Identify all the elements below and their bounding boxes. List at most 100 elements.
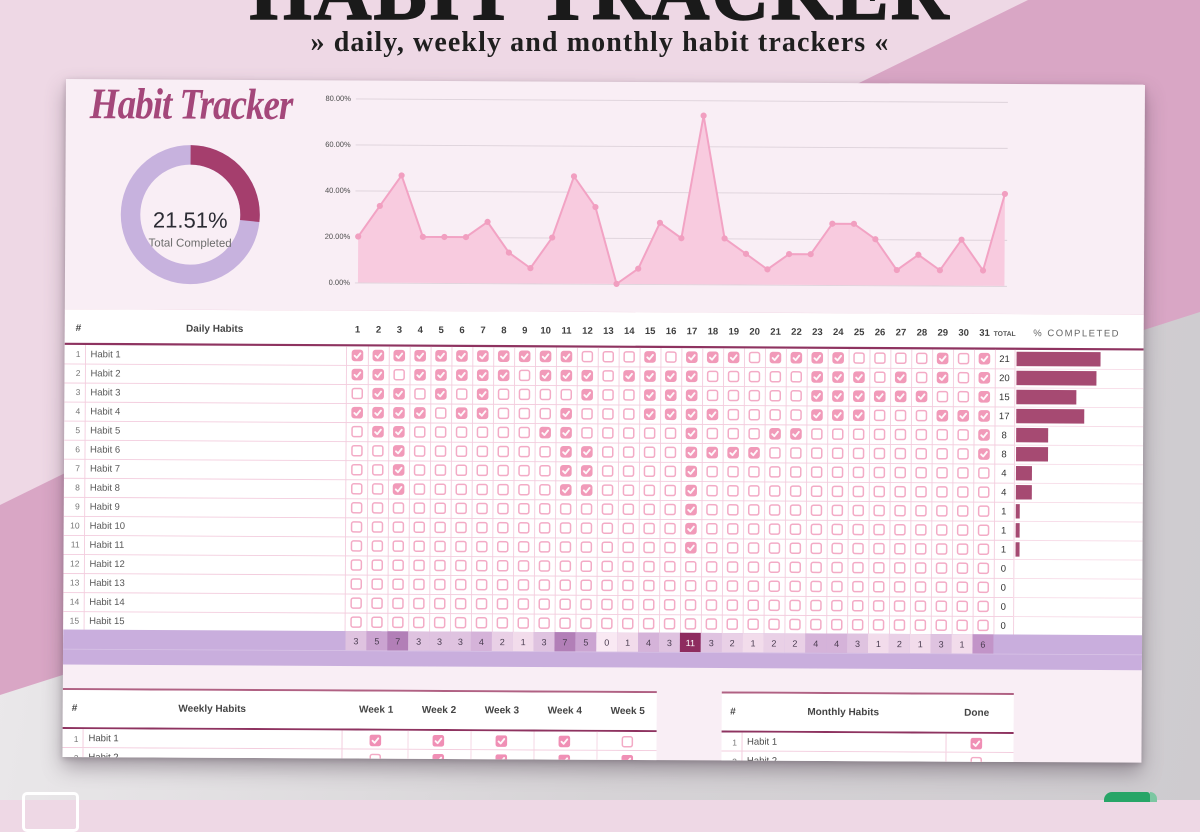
- svg-text:21.51%: 21.51%: [153, 207, 228, 232]
- svg-text:20: 20: [749, 327, 760, 338]
- svg-text:0: 0: [1001, 602, 1006, 613]
- svg-text:4: 4: [418, 325, 424, 336]
- svg-text:0: 0: [604, 638, 609, 648]
- svg-text:Habit 8: Habit 8: [90, 483, 120, 494]
- svg-text:Habit 13: Habit 13: [89, 578, 124, 589]
- svg-text:4: 4: [646, 638, 651, 648]
- svg-text:17: 17: [999, 411, 1010, 422]
- svg-text:Habit 7: Habit 7: [90, 464, 120, 475]
- svg-text:Habit 12: Habit 12: [89, 559, 124, 570]
- svg-text:1: 1: [960, 639, 965, 649]
- svg-text:Habit 4: Habit 4: [90, 406, 120, 417]
- svg-text:3: 3: [353, 636, 358, 646]
- svg-text:1: 1: [1001, 526, 1006, 537]
- svg-text:10: 10: [70, 520, 80, 530]
- svg-text:30: 30: [958, 328, 969, 339]
- svg-text:21: 21: [770, 327, 781, 338]
- svg-text:2: 2: [792, 639, 797, 649]
- svg-text:Habit 10: Habit 10: [90, 521, 125, 532]
- svg-text:3: 3: [667, 638, 672, 648]
- svg-text:5: 5: [374, 636, 379, 646]
- svg-text:9: 9: [75, 501, 80, 511]
- svg-text:21: 21: [999, 354, 1010, 365]
- svg-text:Habit 5: Habit 5: [90, 425, 120, 436]
- svg-text:40.00%: 40.00%: [325, 186, 351, 195]
- svg-text:Habit 2: Habit 2: [90, 368, 120, 379]
- svg-text:16: 16: [666, 326, 677, 337]
- svg-text:Habit 14: Habit 14: [89, 597, 124, 608]
- svg-text:3: 3: [437, 637, 442, 647]
- svg-text:Habit 1: Habit 1: [91, 349, 121, 360]
- svg-text:Habit 15: Habit 15: [89, 616, 124, 627]
- svg-text:11: 11: [71, 539, 80, 549]
- svg-text:5: 5: [75, 425, 80, 435]
- svg-text:1: 1: [625, 638, 630, 648]
- svg-text:2: 2: [500, 637, 505, 647]
- svg-text:0: 0: [1001, 564, 1006, 575]
- svg-text:Daily Habits: Daily Habits: [186, 324, 244, 335]
- svg-text:3: 3: [855, 639, 860, 649]
- svg-text:2: 2: [897, 639, 902, 649]
- svg-text:2: 2: [76, 368, 81, 378]
- svg-text:1: 1: [918, 639, 923, 649]
- svg-text:22: 22: [791, 327, 802, 338]
- svg-text:28: 28: [917, 327, 928, 338]
- svg-text:6: 6: [459, 325, 464, 336]
- svg-text:Total Completed: Total Completed: [149, 237, 232, 249]
- svg-text:% COMPLETED: % COMPLETED: [1033, 328, 1120, 339]
- svg-text:3: 3: [458, 637, 463, 647]
- svg-text:0: 0: [1000, 621, 1005, 632]
- svg-text:1: 1: [76, 349, 81, 359]
- svg-text:4: 4: [1001, 468, 1006, 479]
- svg-text:1: 1: [751, 638, 756, 648]
- svg-text:15: 15: [645, 326, 656, 337]
- svg-text:#: #: [76, 323, 82, 334]
- svg-text:18: 18: [708, 326, 719, 337]
- svg-text:3: 3: [416, 637, 421, 647]
- svg-text:25: 25: [854, 327, 865, 338]
- svg-text:60.00%: 60.00%: [325, 140, 351, 149]
- svg-text:3: 3: [397, 325, 402, 336]
- svg-text:29: 29: [937, 328, 948, 339]
- svg-text:7: 7: [75, 463, 80, 473]
- svg-text:7: 7: [395, 637, 400, 647]
- svg-text:3: 3: [76, 387, 81, 397]
- svg-text:13: 13: [603, 326, 614, 337]
- svg-text:14: 14: [70, 597, 80, 607]
- svg-text:6: 6: [980, 640, 985, 650]
- svg-text:31: 31: [979, 328, 990, 339]
- svg-text:1: 1: [1001, 545, 1006, 556]
- svg-text:12: 12: [70, 559, 80, 569]
- svg-text:0.00%: 0.00%: [329, 278, 351, 287]
- svg-text:8: 8: [1001, 449, 1006, 460]
- svg-text:4: 4: [813, 639, 818, 649]
- svg-text:0: 0: [1001, 583, 1006, 594]
- svg-text:15: 15: [999, 392, 1010, 403]
- svg-text:4: 4: [479, 637, 484, 647]
- svg-text:11: 11: [686, 638, 695, 648]
- svg-text:15: 15: [70, 616, 80, 626]
- svg-text:4: 4: [76, 406, 81, 416]
- svg-text:2: 2: [730, 638, 735, 648]
- svg-text:5: 5: [583, 638, 588, 648]
- svg-text:20: 20: [999, 373, 1010, 384]
- svg-text:2: 2: [771, 639, 776, 649]
- svg-text:Habit 11: Habit 11: [90, 540, 125, 551]
- svg-text:7: 7: [480, 325, 485, 336]
- svg-text:3: 3: [939, 639, 944, 649]
- svg-text:13: 13: [70, 578, 80, 588]
- svg-text:8: 8: [501, 325, 506, 336]
- svg-text:1: 1: [876, 639, 881, 649]
- svg-text:4: 4: [834, 639, 839, 649]
- svg-text:14: 14: [624, 326, 635, 337]
- svg-text:11: 11: [562, 326, 573, 337]
- svg-text:6: 6: [75, 444, 80, 454]
- svg-text:Habit 6: Habit 6: [90, 445, 120, 456]
- svg-text:80.00%: 80.00%: [325, 94, 351, 103]
- svg-text:17: 17: [687, 326, 698, 337]
- svg-text:4: 4: [1001, 487, 1006, 498]
- svg-text:12: 12: [582, 326, 593, 337]
- svg-text:1: 1: [1001, 506, 1006, 517]
- svg-text:3: 3: [542, 637, 547, 647]
- svg-text:1: 1: [521, 637, 526, 647]
